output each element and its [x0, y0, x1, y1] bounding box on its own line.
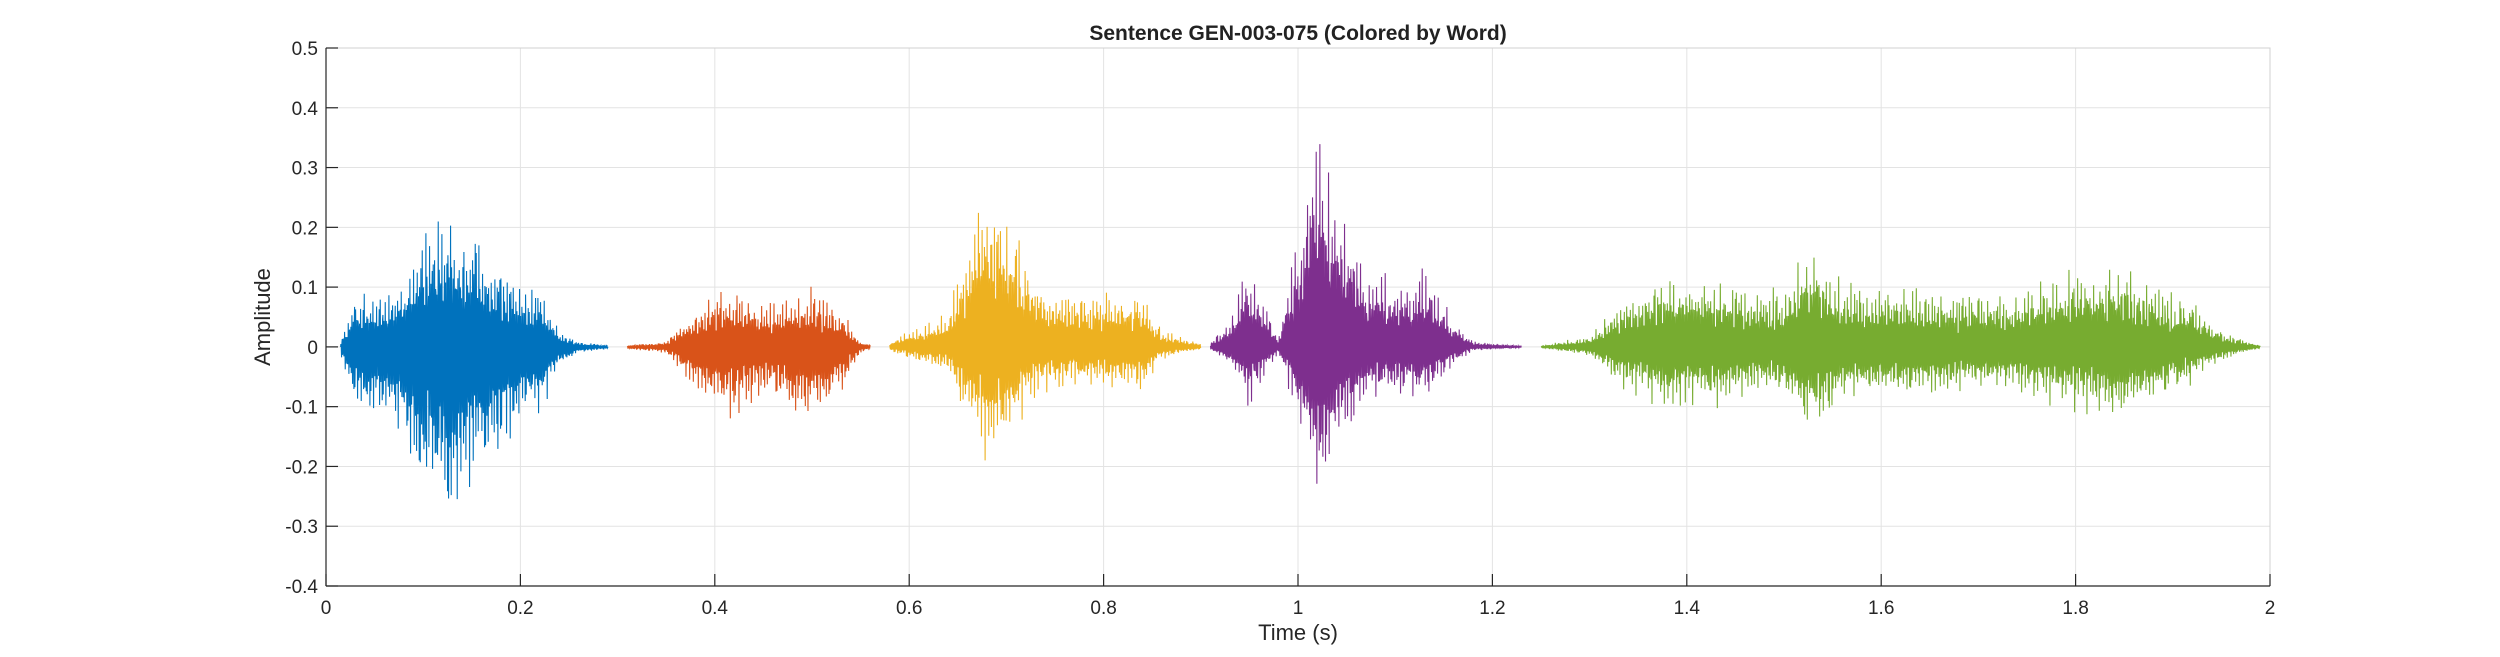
x-tick-label: 1.8 — [2062, 598, 2088, 619]
y-tick-label: 0.3 — [292, 159, 318, 180]
word-waveform-1 — [340, 221, 609, 500]
x-tick-label: 1 — [1293, 598, 1304, 619]
y-tick-label: -0.4 — [285, 577, 318, 598]
y-tick-label: 0.4 — [292, 99, 319, 120]
word-waveform-2 — [626, 286, 871, 419]
x-tick-label: 2 — [2265, 598, 2276, 619]
waveform-series — [340, 144, 2261, 500]
word-waveform-4 — [1209, 144, 1522, 484]
x-tick-label: 0.2 — [507, 598, 533, 619]
word-waveform-3 — [889, 212, 1202, 461]
y-axis-label: Amplitude — [250, 268, 275, 366]
y-tick-label: -0.1 — [285, 398, 318, 419]
y-axis: -0.4 -0.3 -0.2 -0.1 0 0.1 0.2 0.3 0.4 0.5 — [285, 39, 338, 598]
chart-title: Sentence GEN-003-075 (Colored by Word) — [1089, 22, 1506, 45]
x-tick-label: 1.4 — [1674, 598, 1701, 619]
y-tick-label: 0.1 — [292, 278, 318, 299]
x-tick-label: 0.4 — [702, 598, 729, 619]
x-axis: 0 0.2 0.4 0.6 0.8 1 1.2 1.4 1.6 1.8 2 — [321, 574, 2276, 619]
x-axis-label: Time (s) — [1258, 620, 1338, 645]
x-tick-label: 0.8 — [1090, 598, 1116, 619]
y-tick-label: 0.2 — [292, 218, 318, 239]
y-tick-label: 0.5 — [292, 39, 318, 60]
x-tick-label: 0 — [321, 598, 332, 619]
word-waveform-5 — [1540, 257, 2261, 420]
x-tick-label: 1.2 — [1479, 598, 1505, 619]
y-tick-label: -0.2 — [285, 457, 318, 478]
y-tick-label: -0.3 — [285, 517, 318, 538]
x-tick-label: 0.6 — [896, 598, 922, 619]
x-tick-label: 1.6 — [1868, 598, 1894, 619]
y-tick-label: 0 — [307, 338, 318, 359]
